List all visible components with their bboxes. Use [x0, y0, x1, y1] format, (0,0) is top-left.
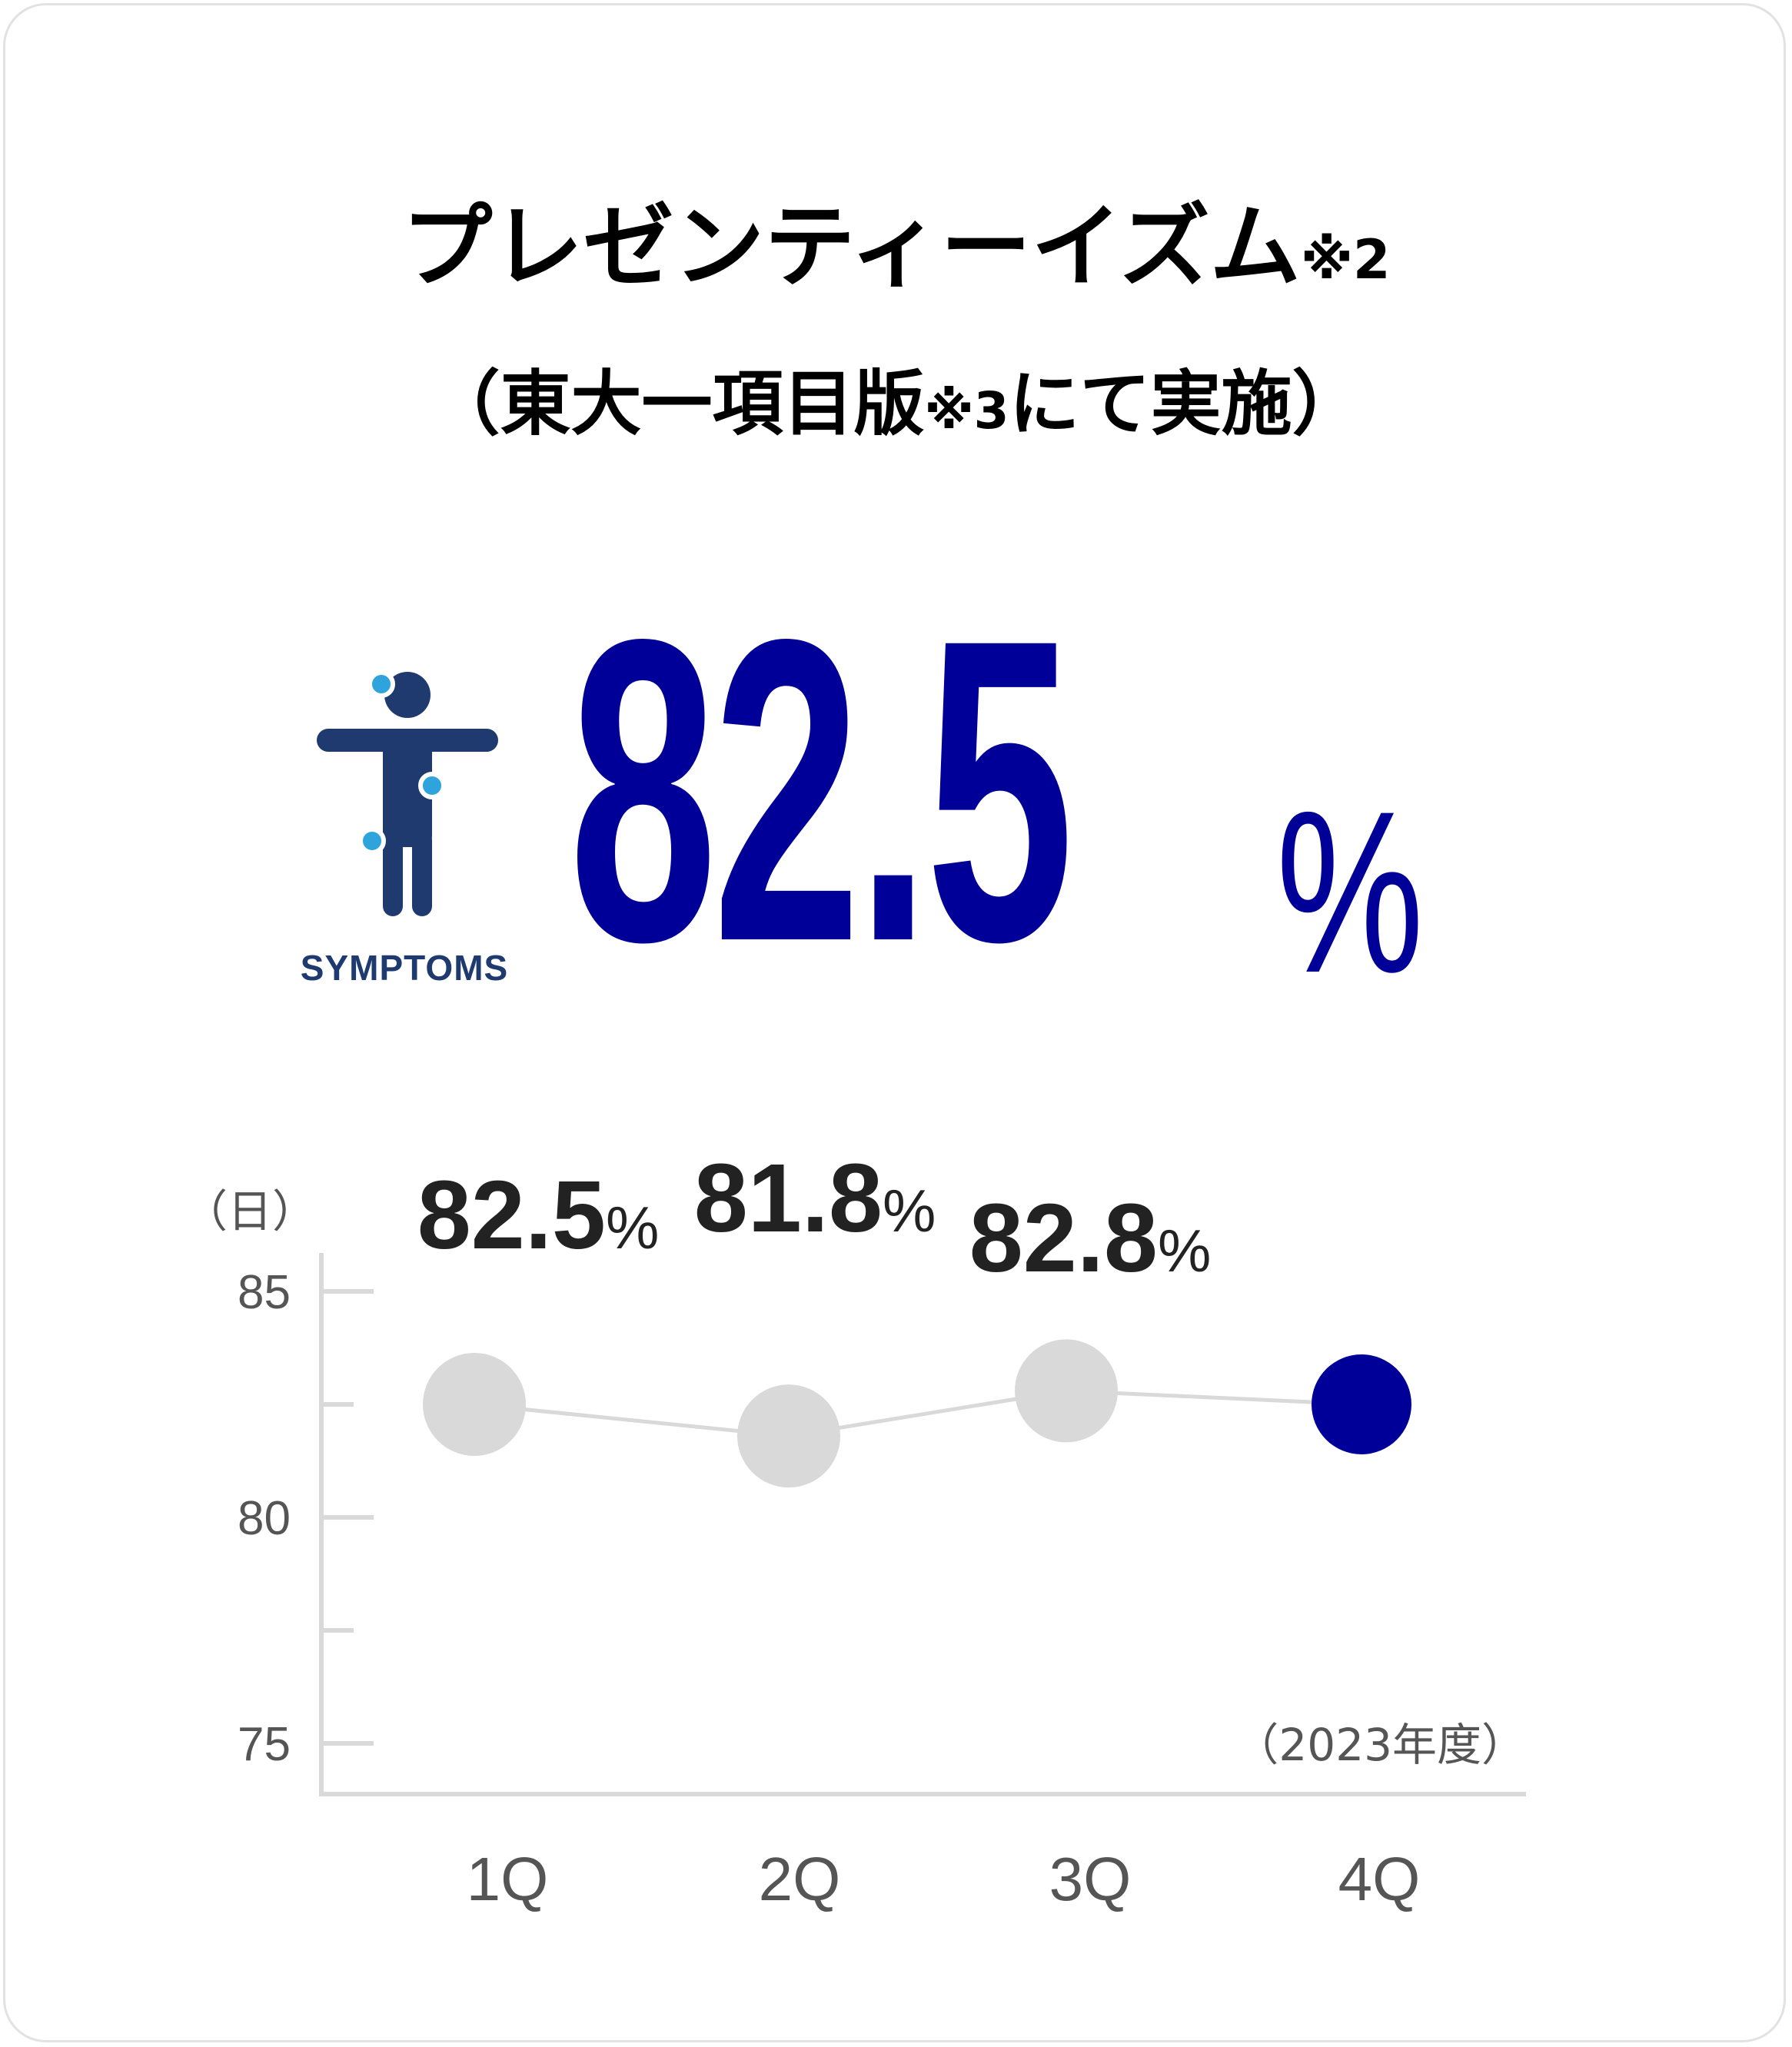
data-label-value: 82.5: [417, 1161, 606, 1269]
title-note: ※2: [1300, 228, 1391, 291]
headline-unit: %: [1276, 763, 1425, 1021]
data-label-value: 82.8: [969, 1184, 1158, 1292]
period-label: （2023年度）: [1234, 1719, 1526, 1771]
pain-dot-head: [367, 670, 395, 698]
x-tick-label: 4Q: [1338, 1845, 1421, 1913]
symptoms-person-icon: [317, 670, 498, 916]
y-axis-unit-label: （日）: [183, 1185, 317, 1238]
person-left-leg: [383, 830, 403, 916]
y-tick-label: 80: [238, 1492, 291, 1545]
pain-dot-hip: [418, 772, 446, 799]
pain-dot-knee: [358, 827, 386, 855]
title-text: プレゼンティーイズム: [401, 194, 1301, 300]
data-label: 82.8%: [969, 1184, 1212, 1292]
data-point: [1015, 1339, 1118, 1443]
data-label-unit: %: [606, 1194, 659, 1261]
data-label-unit: %: [883, 1177, 936, 1244]
series-line: [474, 1388, 1362, 1438]
page-subtitle: （東大一項目版※3にて実施）: [0, 369, 1792, 440]
highlight-data-point: [1312, 1354, 1411, 1454]
subtitle-open: （東大一項目版: [429, 363, 925, 445]
data-point: [423, 1353, 526, 1456]
data-label-unit: %: [1158, 1217, 1211, 1284]
x-tick-label: 3Q: [1049, 1845, 1132, 1913]
card-background: [3, 3, 1786, 2042]
person-torso: [383, 732, 432, 847]
symptoms-label: SYMPTOMS: [300, 948, 509, 988]
data-label: 82.5%: [417, 1161, 660, 1269]
person-head: [384, 672, 431, 718]
x-tick-label: 1Q: [467, 1845, 549, 1913]
subtitle-note: ※3: [924, 381, 1009, 440]
data-point: [737, 1384, 840, 1488]
headline-value: 82.5: [569, 550, 1074, 1031]
y-tick-label: 75: [238, 1718, 291, 1771]
x-tick-label: 2Q: [759, 1845, 841, 1913]
y-tick-label: 85: [238, 1266, 291, 1319]
person-right-leg: [412, 830, 432, 916]
data-label-value: 81.8: [694, 1144, 883, 1252]
page-title: プレゼンティーイズム※2: [0, 201, 1792, 292]
data-label: 81.8%: [694, 1144, 936, 1252]
subtitle-close: にて実施）: [1009, 363, 1363, 445]
